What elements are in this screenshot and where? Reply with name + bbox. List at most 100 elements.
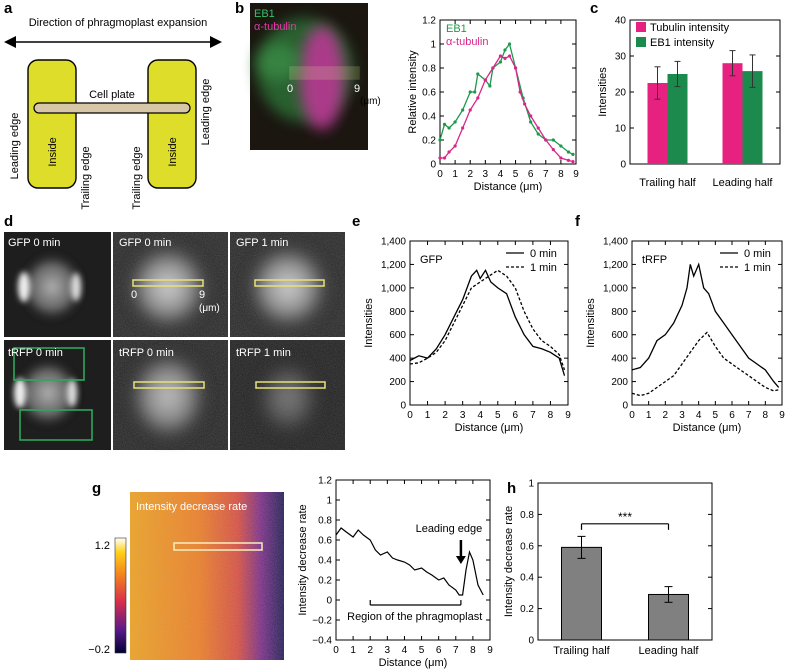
x-tick-label-e: 2: [442, 410, 448, 421]
trailing-edge-left-label: Trailing edge: [80, 146, 92, 209]
data-point-tubulin: [438, 156, 442, 160]
bar-tubulin: [647, 83, 668, 164]
series-line-0min: [409, 268, 566, 376]
y-tick-label-b: 1.2: [422, 16, 436, 27]
y-tick-label-b: 0.4: [422, 112, 436, 123]
x-tick-label-e: 8: [548, 410, 554, 421]
x-tick-label-b: 4: [498, 169, 504, 180]
x-tick-label-g: 2: [367, 645, 373, 656]
eb1-signal-side: [256, 44, 300, 80]
data-point-eb1: [551, 138, 555, 142]
x-tick-label-g: 8: [470, 645, 476, 656]
y-tick-label-f: 1,200: [603, 260, 628, 271]
data-point-tubulin: [476, 96, 480, 100]
x-tick-label-g: 7: [453, 645, 459, 656]
d-scan-box-5: [133, 381, 205, 389]
d-cell-4-right-edge: [67, 379, 77, 407]
heatmap-title: Intensity decrease rate: [136, 501, 247, 513]
y-tick-label-f: 1,400: [603, 237, 628, 248]
chart-title-f: tRFP: [642, 254, 667, 266]
x-tick-label-g: 9: [487, 645, 493, 656]
category-label-c: Leading half: [713, 177, 774, 189]
data-point-eb1: [507, 42, 512, 46]
data-point-tubulin: [559, 156, 563, 160]
x-tick-label-f: 5: [713, 410, 719, 421]
data-point-tubulin: [453, 144, 457, 148]
y-tick-label-g: −0.2: [312, 616, 332, 627]
series-line-1min: [409, 269, 566, 371]
x-tick-label-e: 6: [513, 410, 519, 421]
heatmap-scan-box: [173, 542, 263, 551]
panel-label-h: h: [507, 480, 516, 497]
bar-trailing: [561, 546, 602, 641]
data-point-eb1: [571, 152, 575, 156]
colorbar: [114, 537, 127, 654]
d-cell-1-left-edge: [18, 272, 30, 302]
y-tick-label-e: 1,400: [381, 237, 406, 248]
series-line-0min: [631, 262, 780, 388]
data-point-eb1: [468, 90, 472, 94]
x-tick-label-b: 2: [467, 169, 473, 180]
data-point-tubulin: [503, 56, 507, 61]
x-tick-label-g: 3: [385, 645, 391, 656]
d-label-1: GFP 0 min: [8, 237, 60, 249]
x-tick-label-f: 3: [679, 410, 685, 421]
category-label-h: Trailing half: [553, 645, 610, 657]
y-tick-label-g: 1.2: [318, 476, 332, 487]
data-point-eb1: [566, 150, 571, 154]
x-tick-label-b: 5: [513, 169, 519, 180]
y-tick-label-g: 0.6: [318, 536, 332, 547]
d-cell-1-right-edge: [71, 273, 81, 301]
bar-eb1: [742, 71, 763, 164]
arrow-right-head: [210, 36, 222, 48]
y-tick-label-c: 40: [615, 16, 627, 27]
y-tick-label-e: 800: [389, 307, 406, 318]
y-axis-label-c: Intensities: [597, 67, 609, 117]
trailing-edge-right-label: Trailing edge: [131, 146, 143, 209]
legend-tubulin: α-tubulin: [446, 36, 488, 48]
x-tick-label-f: 7: [746, 410, 752, 421]
scale-unit-label: (μm): [360, 96, 381, 107]
x-tick-label-g: 0: [333, 645, 339, 656]
legend-label-tubulin: Tubulin intensity: [650, 22, 730, 34]
right-lobe: [147, 59, 197, 189]
x-tick-label-b: 9: [573, 169, 579, 180]
panel-g-image: Intensity decrease rate 1.2 −0.2: [88, 492, 284, 660]
x-tick-label-g: 6: [436, 645, 442, 656]
series-line-decrease-rate: [335, 527, 484, 596]
x-tick-label-f: 2: [663, 410, 669, 421]
y-tick-label-b: 0: [430, 160, 436, 171]
y-tick-label-f: 800: [611, 307, 628, 318]
data-point-tubulin: [498, 54, 503, 58]
data-point-tubulin: [536, 126, 540, 130]
x-tick-label-e: 1: [425, 410, 431, 421]
legend-eb1: EB1: [446, 23, 467, 35]
inside-left-label: Inside: [47, 137, 59, 166]
chart-h: 0 0.2 0.4 0.6 0.8 1 Intensity decrease rate Tra…: [503, 479, 713, 657]
d-label-6: tRFP 1 min: [236, 347, 291, 359]
colorbar-max-label: 1.2: [95, 540, 110, 552]
y-tick-label-f: 200: [611, 377, 628, 388]
x-tick-label-f: 1: [646, 410, 652, 421]
x-tick-label-e: 0: [407, 410, 413, 421]
significance-marker: ***: [618, 510, 632, 524]
data-point-tubulin: [529, 114, 533, 118]
data-point-eb1: [442, 122, 447, 126]
leading-edge-right-label: Leading edge: [200, 79, 212, 146]
d-cell-2: [124, 241, 212, 333]
legend-swatch-tubulin: [636, 22, 646, 32]
panel-label-f: f: [575, 213, 581, 230]
bar-tubulin: [722, 63, 743, 165]
data-point-eb1: [476, 72, 480, 76]
y-tick-label-h: 0: [528, 636, 534, 647]
d-cell-4: [14, 357, 82, 429]
legend-label-0min: 0 min: [530, 248, 557, 260]
x-axis-label-f: Distance (μm): [673, 422, 742, 434]
data-point-eb1: [488, 84, 492, 88]
cell-plate-label: Cell plate: [89, 89, 135, 101]
data-point-eb1: [498, 60, 503, 64]
heatmap-noise: [130, 492, 284, 660]
y-tick-label-e: 1,000: [381, 283, 406, 294]
data-point-eb1: [536, 132, 540, 136]
